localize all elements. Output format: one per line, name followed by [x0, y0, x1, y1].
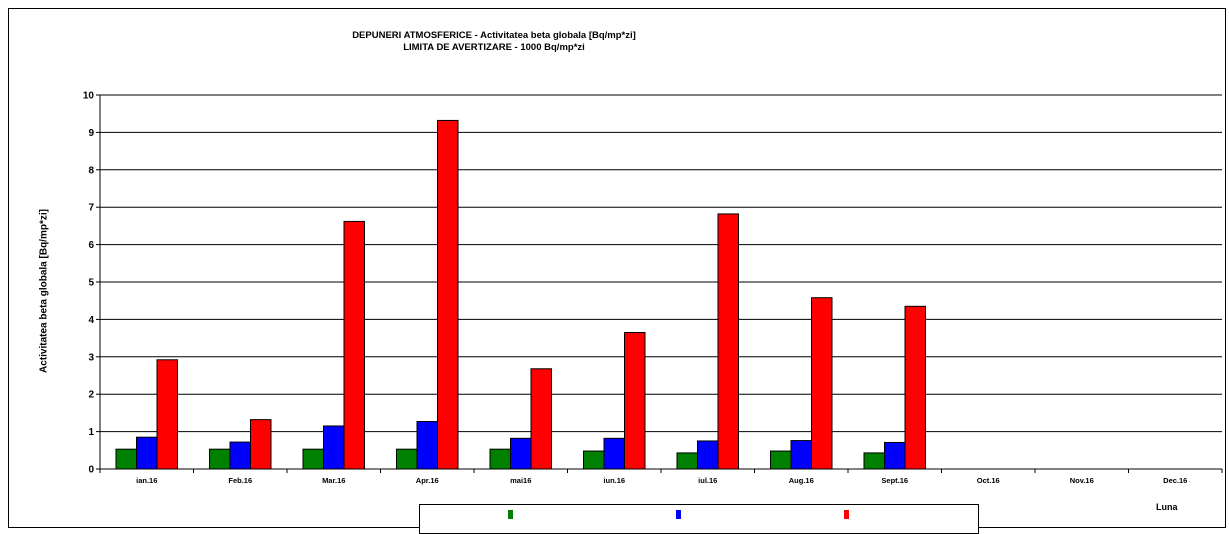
bar	[136, 436, 158, 470]
bar	[115, 448, 137, 470]
chart-title: DEPUNERI ATMOSFERICE - Activitatea beta …	[352, 30, 636, 41]
chart-subtitle: LIMITA DE AVERTIZARE - 1000 Bq/mp*zi	[403, 42, 585, 53]
bar	[229, 441, 251, 470]
y-tick-label: 8	[88, 165, 94, 176]
y-tick-label: 3	[88, 352, 94, 363]
chart-frame: 0 1 2 3 4 5 6 7 8 9 10 ian.16 Feb.16 Mar.16 Apr.16 mai1…	[8, 8, 1226, 534]
bar	[209, 448, 231, 470]
y-tick-label: 7	[88, 203, 94, 214]
bar	[250, 419, 272, 470]
bar	[343, 220, 365, 470]
bar	[323, 425, 345, 470]
x-tick-label: Mar.16	[322, 476, 345, 485]
chart-plot: 0 1 2 3 4 5 6 7 8 9 10 ian.16 Feb.16 Mar.16 Apr.16 mai1…	[83, 91, 1223, 485]
y-tick-label: 0	[88, 465, 94, 476]
bar	[510, 437, 532, 470]
bar	[302, 448, 324, 470]
bar	[583, 450, 605, 470]
y-axis-label: Activitatea beta globala [Bq/mp*zi]	[38, 209, 50, 373]
x-tick-label: mai16	[510, 476, 531, 485]
bar	[624, 331, 646, 470]
legend-swatch	[676, 510, 681, 519]
y-tick-label: 10	[83, 91, 95, 102]
bar	[697, 440, 719, 470]
x-tick-label: Feb.16	[228, 476, 252, 485]
x-tick-label: Oct.16	[977, 476, 1000, 485]
bar	[811, 297, 833, 470]
x-tick-label: ian.16	[136, 476, 157, 485]
legend-entry	[508, 510, 517, 520]
bar	[717, 213, 739, 470]
legend-swatch	[844, 510, 849, 519]
y-tick-label: 9	[88, 128, 94, 139]
y-tick-label: 6	[88, 240, 94, 251]
bar	[489, 448, 511, 470]
legend-entry	[844, 510, 853, 520]
bar	[416, 421, 438, 470]
bar	[790, 440, 812, 470]
x-tick-label: Apr.16	[416, 476, 439, 485]
y-tick-label: 2	[88, 390, 94, 401]
x-tick-label: Nov.16	[1070, 476, 1094, 485]
x-tick-label: Dec.16	[1163, 476, 1187, 485]
bar	[884, 441, 906, 470]
bar	[770, 450, 792, 470]
bar	[863, 452, 885, 470]
bar	[530, 368, 552, 470]
x-tick-label: Sept.16	[881, 476, 908, 485]
bar	[904, 305, 926, 470]
y-tick-label: 1	[88, 427, 94, 438]
x-axis-label: Luna	[1156, 502, 1178, 512]
legend-swatch	[508, 510, 513, 519]
x-tick-label: iul.16	[698, 476, 717, 485]
bar	[603, 437, 625, 470]
y-tick-label: 4	[88, 315, 94, 326]
legend-entry	[676, 510, 685, 520]
x-tick-label: iun.16	[603, 476, 625, 485]
y-tick-label: 5	[88, 278, 94, 289]
x-tick-label: Aug.16	[789, 476, 814, 485]
bar	[156, 359, 178, 470]
legend	[419, 504, 979, 534]
bar	[396, 448, 418, 470]
bar	[437, 119, 459, 470]
bar	[676, 452, 698, 470]
